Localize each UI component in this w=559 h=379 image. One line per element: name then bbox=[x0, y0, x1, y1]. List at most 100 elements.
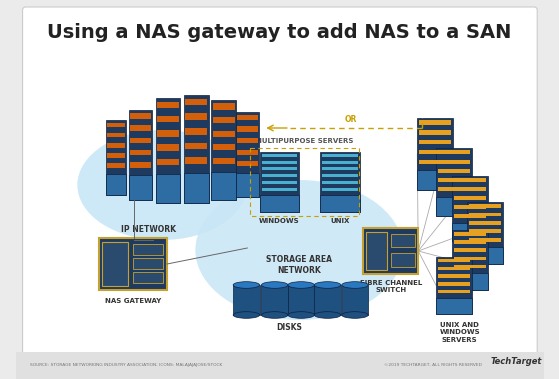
Bar bbox=[417, 170, 453, 190]
Bar bbox=[185, 99, 207, 105]
Bar bbox=[184, 173, 209, 203]
Bar bbox=[288, 285, 314, 315]
Text: SOURCE: STORAGE NETWORKING INDUSTRY ASSOCIATION; ICONS: MALAJAJAJOSE/STOCK: SOURCE: STORAGE NETWORKING INDUSTRY ASSO… bbox=[30, 363, 222, 367]
Bar bbox=[185, 128, 207, 135]
Bar bbox=[469, 204, 501, 208]
Bar bbox=[157, 144, 179, 151]
Text: DISKS: DISKS bbox=[276, 323, 302, 332]
Bar bbox=[454, 265, 486, 268]
Text: WINDOWS: WINDOWS bbox=[259, 218, 300, 224]
Bar bbox=[102, 242, 129, 286]
Bar bbox=[452, 273, 488, 290]
Bar bbox=[469, 238, 501, 242]
Bar bbox=[130, 113, 151, 119]
Bar bbox=[452, 176, 488, 241]
Bar bbox=[262, 181, 297, 184]
Ellipse shape bbox=[342, 282, 368, 288]
Bar bbox=[250, 148, 359, 216]
Bar bbox=[156, 174, 180, 203]
Bar bbox=[436, 257, 472, 314]
Bar bbox=[438, 282, 470, 286]
Bar bbox=[212, 158, 235, 164]
Bar bbox=[130, 138, 151, 143]
Bar bbox=[438, 178, 470, 182]
Bar bbox=[107, 143, 125, 147]
Bar bbox=[454, 187, 486, 191]
Bar bbox=[212, 144, 235, 150]
Bar bbox=[130, 162, 151, 168]
Ellipse shape bbox=[233, 282, 259, 288]
Bar bbox=[129, 110, 152, 200]
Bar bbox=[454, 214, 486, 218]
Bar bbox=[454, 205, 486, 209]
Bar bbox=[99, 238, 167, 290]
Bar bbox=[157, 159, 179, 165]
Bar bbox=[157, 102, 179, 108]
Text: ©2019 TECHTARGET, ALL RIGHTS RESERVED: ©2019 TECHTARGET, ALL RIGHTS RESERVED bbox=[384, 363, 482, 367]
Bar bbox=[262, 285, 288, 315]
Bar bbox=[391, 233, 415, 247]
Bar bbox=[438, 169, 470, 173]
Bar bbox=[469, 213, 501, 216]
Bar bbox=[436, 197, 472, 216]
Bar bbox=[438, 187, 470, 191]
Bar bbox=[236, 112, 259, 197]
Bar bbox=[262, 160, 297, 164]
Bar bbox=[419, 130, 451, 135]
Bar bbox=[107, 163, 125, 168]
Bar bbox=[320, 195, 359, 212]
Bar bbox=[106, 120, 126, 195]
Bar bbox=[133, 258, 163, 269]
Bar bbox=[16, 352, 544, 379]
Bar bbox=[185, 113, 207, 120]
Text: UNIX AND
WINDOWS
SERVERS: UNIX AND WINDOWS SERVERS bbox=[439, 322, 480, 343]
Bar bbox=[107, 122, 125, 127]
Text: MULTIPURPOSE SERVERS: MULTIPURPOSE SERVERS bbox=[255, 138, 353, 144]
Bar bbox=[184, 95, 209, 203]
Bar bbox=[156, 98, 180, 203]
Text: IP NETWORK: IP NETWORK bbox=[121, 225, 176, 234]
Ellipse shape bbox=[288, 282, 314, 288]
Bar bbox=[133, 273, 163, 283]
Bar bbox=[454, 232, 486, 236]
Bar bbox=[211, 172, 236, 200]
Text: FIBRE CHANNEL
SWITCH: FIBRE CHANNEL SWITCH bbox=[359, 280, 422, 293]
Bar bbox=[436, 148, 472, 216]
Ellipse shape bbox=[288, 312, 314, 318]
Text: TechTarget: TechTarget bbox=[491, 357, 542, 366]
Bar bbox=[237, 127, 258, 132]
Bar bbox=[185, 143, 207, 149]
Bar bbox=[342, 285, 368, 315]
Bar bbox=[157, 130, 179, 136]
Bar bbox=[262, 154, 297, 157]
Bar bbox=[467, 202, 503, 264]
Bar bbox=[314, 285, 341, 315]
Bar bbox=[454, 248, 486, 252]
Bar bbox=[262, 167, 297, 170]
Bar bbox=[438, 274, 470, 278]
Bar bbox=[322, 160, 358, 164]
Bar bbox=[417, 118, 453, 190]
Bar bbox=[454, 178, 486, 182]
Text: UNIX: UNIX bbox=[330, 218, 349, 224]
Ellipse shape bbox=[77, 130, 247, 240]
Bar bbox=[469, 221, 501, 225]
Bar bbox=[106, 174, 126, 195]
Bar bbox=[322, 154, 358, 157]
Ellipse shape bbox=[262, 312, 288, 318]
Text: Using a NAS gateway to add NAS to a SAN: Using a NAS gateway to add NAS to a SAN bbox=[47, 22, 511, 41]
Bar bbox=[322, 181, 358, 184]
Bar bbox=[469, 229, 501, 233]
Ellipse shape bbox=[196, 180, 403, 320]
Bar bbox=[262, 174, 297, 177]
Bar bbox=[438, 259, 470, 262]
Bar bbox=[211, 100, 236, 200]
Bar bbox=[419, 150, 451, 154]
Bar bbox=[419, 140, 451, 144]
Bar bbox=[212, 117, 235, 123]
Bar bbox=[212, 103, 235, 110]
Bar bbox=[467, 247, 503, 264]
Bar bbox=[322, 167, 358, 170]
Bar bbox=[236, 173, 259, 197]
Bar bbox=[233, 285, 259, 315]
